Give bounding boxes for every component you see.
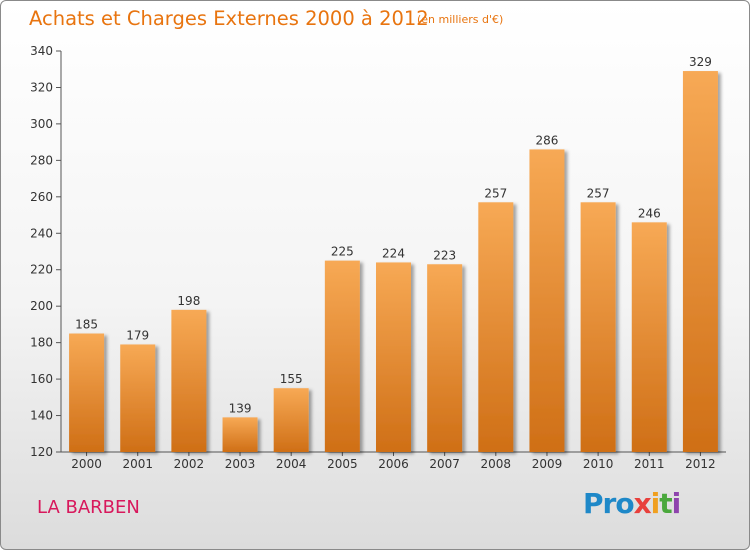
logo-part: i [671, 487, 682, 520]
bar [69, 333, 105, 452]
x-tick-label: 2000 [71, 457, 102, 471]
x-tick-label: 2009 [532, 457, 563, 471]
logo-part: i [650, 487, 661, 520]
bar [682, 71, 718, 453]
y-tick-label: 160 [30, 372, 53, 386]
y-tick-label: 340 [30, 44, 53, 58]
value-label: 257 [484, 186, 507, 200]
value-label: 257 [587, 186, 610, 200]
chart-unit: (en milliers d'€) [417, 13, 504, 26]
bar [478, 202, 514, 452]
logo-part: x [633, 487, 652, 520]
bar [273, 388, 309, 452]
y-tick-label: 320 [30, 80, 53, 94]
x-tick-label: 2008 [481, 457, 512, 471]
labels: 185 179 198 139 155 225 224 223 257 286 257 246 329 [75, 55, 712, 415]
bar [580, 202, 616, 452]
bars [69, 71, 718, 453]
bar [427, 264, 463, 452]
y-tick-label: 220 [30, 263, 53, 277]
x-tick-label: 2012 [685, 457, 716, 471]
bar [120, 344, 156, 452]
value-label: 246 [638, 206, 661, 220]
value-label: 185 [75, 318, 98, 332]
y-tick-label: 240 [30, 226, 53, 240]
value-label: 198 [177, 294, 200, 308]
x-tick-label: 2004 [276, 457, 307, 471]
y-tick-label: 260 [30, 190, 53, 204]
logo-part: Pro [583, 487, 635, 520]
y-tick-label: 300 [30, 117, 53, 131]
value-label: 139 [229, 401, 252, 415]
x-tick-label: 2006 [378, 457, 409, 471]
x-tick-label: 2001 [122, 457, 153, 471]
x-tick-label: 2011 [634, 457, 665, 471]
chart-title: Achats et Charges Externes 2000 à 2012 [29, 7, 429, 30]
bar [529, 149, 565, 452]
x-tick-label: 2002 [174, 457, 205, 471]
y-tick-label: 200 [30, 299, 53, 313]
y-tick-label: 280 [30, 153, 53, 167]
x-tick-label: 2007 [429, 457, 460, 471]
value-label: 225 [331, 245, 354, 259]
bar [222, 417, 258, 452]
city-name: LA BARBEN [37, 497, 140, 518]
bar [324, 260, 360, 452]
bar [171, 309, 207, 452]
value-label: 329 [689, 55, 712, 69]
bar [376, 262, 411, 452]
x-tick-label: 2005 [327, 457, 358, 471]
y-tick-label: 140 [30, 409, 53, 423]
value-label: 155 [280, 372, 303, 386]
value-label: 286 [536, 133, 559, 147]
value-label: 179 [126, 328, 149, 342]
bar [631, 222, 667, 452]
y-tick-label: 180 [30, 336, 53, 350]
proxiti-logo: Proxiti [583, 487, 682, 520]
y-tick-label: 120 [30, 445, 53, 459]
x-tick-label: 2010 [583, 457, 614, 471]
x-tick-label: 2003 [225, 457, 256, 471]
logo-part: t [659, 487, 672, 520]
value-label: 224 [382, 246, 405, 260]
value-label: 223 [433, 248, 456, 262]
